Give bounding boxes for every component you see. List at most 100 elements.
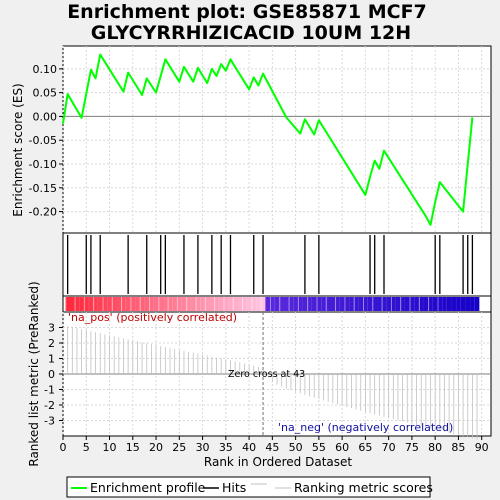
x-tick-label: 5	[83, 441, 90, 454]
colorbar-segment	[335, 297, 340, 311]
metric-y-axis-label: Ranked list metric (PreRanked)	[27, 281, 41, 466]
colorbar-segment	[69, 297, 75, 311]
colorbar-segment	[302, 297, 308, 311]
colorbar-segment	[223, 297, 229, 311]
x-tick-label: 90	[475, 441, 489, 454]
metric-tick-label: -2	[44, 399, 55, 412]
colorbar-segment	[395, 297, 401, 311]
colorbar-segment	[232, 297, 238, 311]
colorbar-segment	[260, 297, 266, 311]
plot-title-line2: GLYCYRRHIZICACID 10UM 12H	[91, 22, 411, 44]
metric-tick-label: -1	[44, 384, 55, 397]
colorbar-segment	[158, 297, 164, 311]
colorbar-segment	[363, 297, 368, 311]
colorbar-segment	[246, 297, 252, 311]
es-tick-label: -0.05	[29, 134, 57, 147]
colorbar-segments	[65, 297, 480, 311]
colorbar-segment	[209, 297, 215, 311]
es-panel	[62, 45, 492, 234]
colorbar-segment	[367, 297, 373, 311]
colorbar-segment	[414, 297, 419, 311]
colorbar-segment	[358, 297, 364, 311]
colorbar-segment	[228, 297, 233, 311]
es-tick-label: 0.05	[33, 87, 58, 100]
es-tick-label: -0.10	[29, 158, 57, 171]
x-tick-label: 60	[335, 441, 349, 454]
hits-panel	[62, 232, 492, 297]
colorbar-segment	[121, 297, 126, 311]
colorbar-segment	[460, 297, 466, 311]
colorbar-segment	[83, 297, 89, 311]
x-tick-label: 50	[289, 441, 303, 454]
metric-tick-label: -3	[44, 415, 55, 428]
colorbar-segment	[349, 297, 354, 311]
colorbar-segment	[190, 297, 196, 311]
metric-tick-label: 2	[48, 337, 55, 350]
colorbar-segment	[176, 297, 182, 311]
colorbar-segment	[353, 297, 359, 311]
colorbar-segment	[339, 297, 345, 311]
colorbar-segment	[97, 297, 103, 311]
legend: Enrichment profile Hits Ranking metric s…	[66, 476, 433, 498]
metric-tick-label: 1	[48, 353, 55, 366]
x-axis-label: Rank in Ordered Dataset	[204, 455, 352, 469]
colorbar-segment	[283, 297, 289, 311]
colorbar-segment	[404, 297, 410, 311]
colorbar-segment	[256, 297, 261, 311]
x-tick-label: 35	[219, 441, 233, 454]
colorbar-segment	[102, 297, 108, 311]
es-y-ticks: 0.10 0.05 0.00 -0.05 -0.10 -0.15 -0.20	[29, 63, 63, 219]
es-line	[62, 53, 474, 226]
colorbar-segment	[400, 297, 405, 311]
colorbar-segment	[474, 297, 480, 311]
colorbar-segment	[125, 297, 131, 311]
colorbar-segment	[107, 297, 112, 311]
colorbar-segment	[186, 297, 191, 311]
colorbar-segment	[316, 297, 322, 311]
colorbar-segment	[311, 297, 317, 311]
colorbar-segment	[390, 297, 396, 311]
x-tick-label: 75	[405, 441, 419, 454]
colorbar-segment	[79, 297, 84, 311]
colorbar-segment	[381, 297, 387, 311]
colorbar-segment	[437, 297, 443, 311]
x-tick-label: 55	[312, 441, 326, 454]
es-grid	[62, 46, 491, 233]
colorbar-segment	[321, 297, 326, 311]
colorbar-segment	[242, 297, 247, 311]
es-y-axis-label: Enrichment score (ES)	[11, 83, 25, 216]
legend-metric-label: Ranking metric scores	[294, 480, 433, 495]
metric-y-ticks: 3 2 1 0 -1 -2 -3	[44, 322, 63, 428]
colorbar-segment	[465, 297, 471, 311]
colorbar-segment	[139, 297, 145, 311]
x-tick-label: 15	[126, 441, 140, 454]
colorbar-segment	[377, 297, 382, 311]
hit-markers	[67, 235, 474, 294]
x-tick-label: 30	[196, 441, 210, 454]
colorbar-segment	[279, 297, 284, 311]
metric-bars	[67, 325, 478, 440]
legend-box	[66, 476, 431, 498]
es-tick-label: 0.00	[33, 110, 58, 123]
colorbar-segment	[218, 297, 224, 311]
es-line-group	[62, 53, 474, 226]
x-tick-label: 80	[428, 441, 442, 454]
colorbar-segment	[167, 297, 173, 311]
colorbar-segment	[88, 297, 94, 311]
colorbar-segment	[200, 297, 205, 311]
x-tick-label: 40	[242, 441, 256, 454]
colorbar-segment	[344, 297, 350, 311]
colorbar-segment	[428, 297, 433, 311]
colorbar-segment	[214, 297, 219, 311]
es-tick-label: -0.20	[29, 206, 57, 219]
colorbar-segment	[442, 297, 447, 311]
pos-correlated-label: 'na_pos' (positively correlated)	[68, 311, 237, 324]
x-axis-ticks: 0 5 10 15 20 25 30 35 40 45 50 55 60 65 70 75 80 85 90	[60, 436, 489, 454]
colorbar-segment	[116, 297, 122, 311]
colorbar-segment	[451, 297, 457, 311]
zero-cross-label: Zero cross at 43	[228, 369, 305, 380]
colorbar-segment	[432, 297, 438, 311]
x-tick-label: 70	[382, 441, 396, 454]
